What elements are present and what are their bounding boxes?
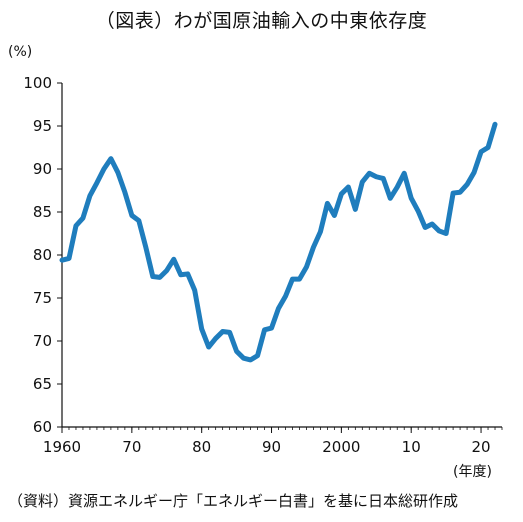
y-tick-label: 65 [33,375,52,393]
x-tick-label: 20 [472,438,491,456]
chart-title: （図表）わが国原油輸入の中東依存度 [95,10,428,32]
y-tick-label: 90 [33,160,52,178]
x-axis-unit-label: (年度) [453,464,492,480]
y-tick-label: 100 [23,74,52,92]
x-tick-label: 70 [122,438,141,456]
chart-axes [61,83,502,428]
x-axis-ticks: 1960 70 80 90 2000 10 20 [43,427,503,456]
y-axis-unit-label: (%) [8,44,33,60]
y-tick-label: 85 [33,203,52,221]
y-tick-label: 70 [33,332,52,350]
series-line [59,121,498,363]
x-tick-label: 1960 [43,438,81,456]
series-layer [59,121,498,363]
source-note: （資料）資源エネルギー庁「エネルギー白書」を基に日本総研作成 [8,492,459,510]
y-axis-ticks: 60 65 70 75 80 85 90 95 100 [23,74,62,436]
y-tick-label: 75 [33,289,52,307]
y-tick-label: 60 [33,418,52,436]
x-tick-label: 2000 [322,438,360,456]
x-tick-label: 10 [402,438,421,456]
y-tick-label: 95 [33,117,52,135]
x-tick-label: 80 [192,438,211,456]
x-tick-label: 90 [262,438,281,456]
y-tick-label: 80 [33,246,52,264]
